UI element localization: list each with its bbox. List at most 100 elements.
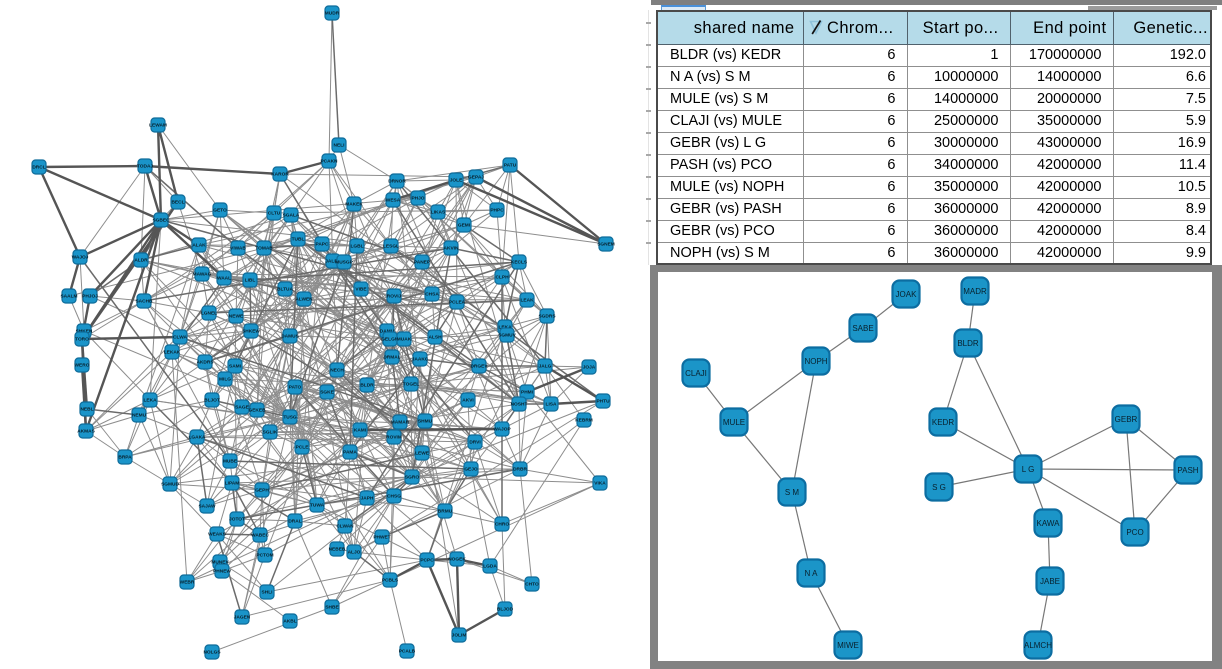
svg-text:GEPH: GEPH [255, 488, 269, 494]
svg-text:WEBR: WEBR [180, 580, 195, 586]
svg-text:VIKA: VIKA [594, 481, 606, 487]
svg-text:JALEV: JALEV [325, 259, 341, 265]
svg-text:LGNEL: LGNEL [201, 311, 217, 317]
svg-text:PATU: PATU [504, 163, 517, 169]
svg-text:SGALA: SGALA [283, 213, 300, 219]
svg-text:SAJAW: SAJAW [198, 504, 216, 510]
svg-text:L G: L G [1022, 465, 1035, 474]
svg-text:PASH: PASH [1177, 466, 1198, 475]
svg-text:PCALB: PCALB [399, 649, 416, 655]
svg-text:NELI: NELI [334, 143, 346, 149]
svg-text:GEBR: GEBR [1115, 415, 1138, 424]
svg-text:AKMAS: AKMAS [77, 429, 95, 435]
svg-text:LEWE: LEWE [415, 451, 430, 457]
svg-text:MUSGP: MUSGP [335, 260, 353, 266]
svg-text:PAPC: PAPC [316, 242, 330, 248]
svg-text:LISA: LISA [546, 402, 557, 408]
svg-text:WAJOP: WAJOP [493, 427, 511, 433]
svg-text:PHTU: PHTU [596, 399, 610, 405]
svg-text:WERO: WERO [75, 363, 90, 369]
svg-text:GEJO: GEJO [464, 467, 478, 473]
svg-text:SGRO: SGRO [405, 475, 419, 481]
svg-text:WABEC: WABEC [251, 533, 269, 539]
svg-text:MUNEV: MUNEV [211, 560, 229, 566]
svg-text:JAGEN: JAGEN [234, 615, 251, 621]
svg-text:CLWA: CLWA [173, 335, 187, 341]
svg-text:TOGEL: TOGEL [403, 382, 420, 388]
svg-text:TODAJ: TODAJ [137, 164, 154, 170]
svg-text:SGNEM: SGNEM [597, 242, 615, 248]
svg-text:PHMI: PHMI [521, 390, 534, 396]
svg-text:BRPA: BRPA [118, 455, 132, 461]
svg-text:ROVIM: ROVIM [386, 435, 402, 441]
svg-text:MADR: MADR [963, 287, 987, 296]
svg-text:BLJOD: BLJOD [497, 607, 514, 613]
svg-text:PHNEW: PHNEW [213, 569, 231, 575]
svg-text:SAGE: SAGE [235, 405, 249, 411]
svg-text:SABE: SABE [852, 324, 873, 333]
svg-text:NEWE: NEWE [229, 314, 244, 320]
svg-text:MAWAG: MAWAG [193, 272, 212, 278]
svg-text:PCAKN: PCAKN [320, 159, 338, 165]
svg-text:LGDA: LGDA [483, 564, 497, 570]
svg-text:LIKAS: LIKAS [431, 210, 446, 216]
svg-text:WESA: WESA [386, 198, 401, 204]
svg-text:JOLIM: JOLIM [452, 633, 467, 639]
svg-text:LEWAM: LEWAM [149, 123, 167, 129]
svg-text:PCPC: PCPC [420, 558, 434, 564]
svg-text:JABE: JABE [1040, 577, 1060, 586]
svg-text:MIWE: MIWE [837, 641, 859, 650]
svg-text:ALDR: ALDR [134, 258, 148, 264]
svg-text:SGKE: SGKE [320, 390, 334, 396]
svg-text:SHLI: SHLI [262, 590, 274, 596]
svg-text:BLDR: BLDR [957, 339, 979, 348]
svg-text:SHMU: SHMU [418, 419, 433, 425]
svg-text:KEDR: KEDR [932, 418, 954, 427]
svg-text:MULE: MULE [723, 418, 745, 427]
svg-text:PANEP: PANEP [414, 260, 431, 266]
svg-text:DRNOR: DRNOR [388, 179, 406, 185]
svg-text:LGBL: LGBL [350, 244, 363, 250]
svg-text:NEBL: NEBL [80, 407, 93, 413]
svg-text:VIBE: VIBE [355, 287, 367, 293]
svg-text:ALMCH: ALMCH [1024, 641, 1052, 650]
svg-text:KAROR: KAROR [271, 172, 289, 178]
svg-text:SGMUV: SGMUV [498, 333, 516, 339]
svg-text:ALSH: ALSH [428, 335, 442, 341]
svg-text:BLJOT: BLJOT [204, 398, 220, 404]
svg-text:NOGEK: NOGEK [448, 557, 466, 563]
svg-text:DRMAL: DRMAL [383, 355, 400, 361]
svg-text:KAMI: KAMI [354, 428, 367, 434]
svg-text:LGAKA: LGAKA [188, 435, 206, 441]
svg-text:LIPAM: LIPAM [225, 481, 240, 487]
svg-text:GEPAJ: GEPAJ [468, 175, 484, 181]
svg-text:ALJO: ALJO [348, 550, 361, 556]
svg-text:NEBEB: NEBEB [329, 547, 346, 553]
svg-text:BRMU: BRMU [438, 509, 453, 515]
svg-text:CHTO: CHTO [525, 582, 539, 588]
svg-text:TUSG: TUSG [283, 415, 297, 421]
svg-text:MAKEK: MAKEK [345, 202, 363, 208]
svg-text:PATO: PATO [289, 385, 302, 391]
svg-text:KECLS: KECLS [511, 260, 528, 266]
svg-text:VIWAB: VIWAB [230, 246, 246, 252]
svg-text:JOTOT: JOTOT [229, 517, 245, 523]
svg-text:ALAK: ALAK [192, 243, 206, 249]
svg-text:CLWAN: CLWAN [336, 524, 354, 530]
svg-text:JAPH: JAPH [361, 496, 374, 502]
svg-text:BLTUA: BLTUA [277, 287, 293, 293]
svg-text:PHPC: PHPC [490, 208, 504, 214]
svg-text:PHJOJ: PHJOJ [82, 294, 98, 300]
svg-text:AKVI: AKVI [462, 398, 474, 404]
svg-text:PCO: PCO [1126, 528, 1143, 537]
svg-text:PCTOM: PCTOM [256, 553, 273, 559]
svg-text:SAMI: SAMI [229, 364, 242, 370]
svg-text:DRBR: DRBR [513, 467, 527, 473]
svg-text:JALG: JALG [539, 364, 552, 370]
svg-text:PCLE: PCLE [296, 445, 310, 451]
svg-text:MUBE: MUBE [223, 459, 238, 465]
svg-text:DRAL: DRAL [288, 519, 301, 525]
svg-text:SGBEC: SGBEC [152, 218, 170, 224]
svg-text:PCLEA: PCLEA [449, 300, 466, 306]
svg-text:DAMUS: DAMUS [281, 334, 299, 340]
